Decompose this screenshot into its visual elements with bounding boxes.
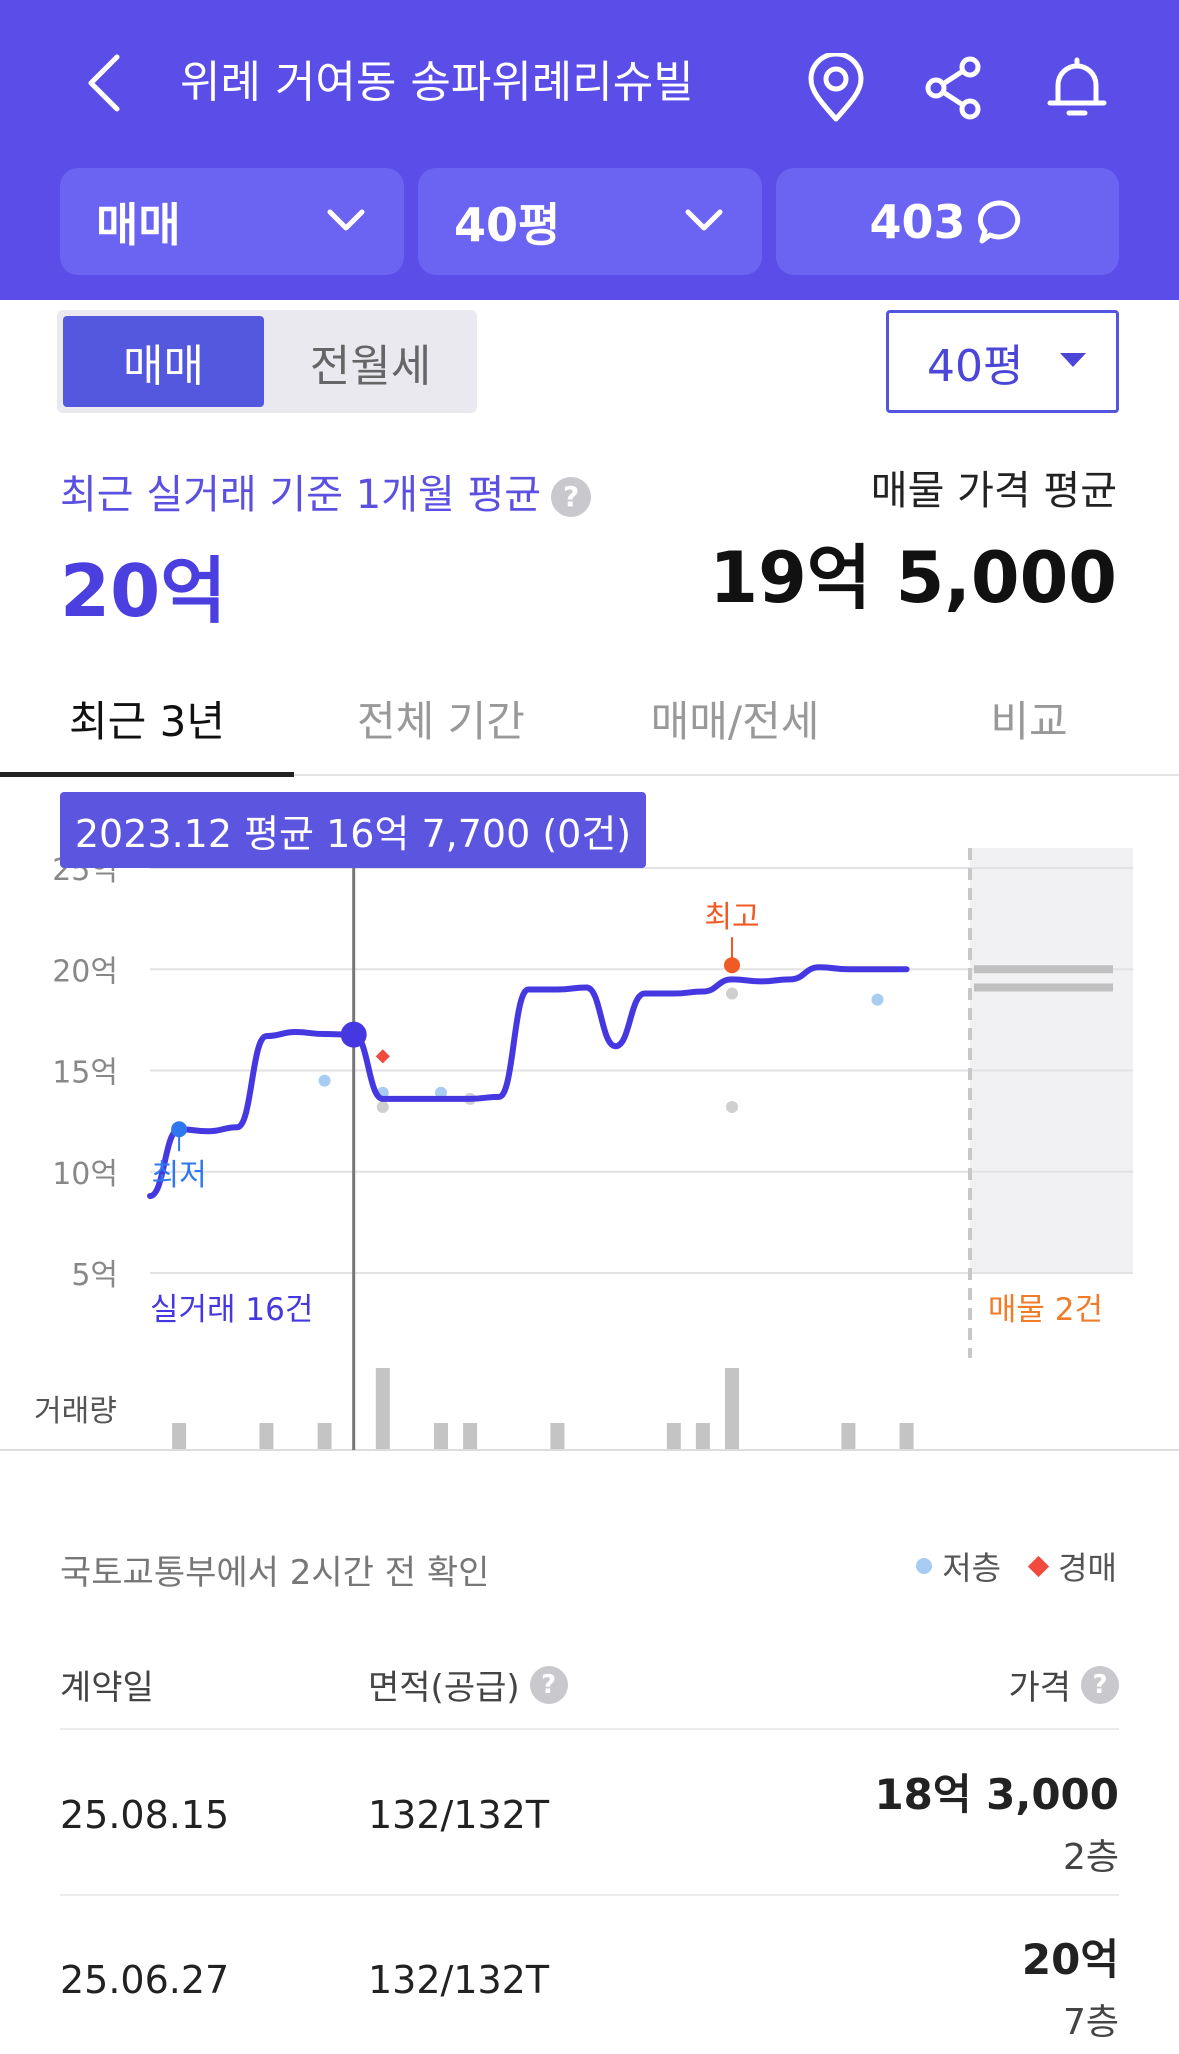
comment-count: 403	[869, 194, 966, 249]
low-floor-legend-marker	[916, 1558, 933, 1574]
volume-bar	[550, 1423, 565, 1450]
low-floor-point	[318, 1074, 331, 1087]
trade-type-dropdown[interactable]: 매매	[60, 168, 404, 275]
header-price: 가격?	[1008, 1660, 1119, 1709]
volume-label: 거래량	[34, 1394, 117, 1429]
volume-bar	[463, 1423, 478, 1450]
listing-count-label: 매물 2건	[988, 1292, 1103, 1328]
table-row[interactable]: 25.06.27 132/132T 20억 7층	[60, 1898, 1119, 2054]
trade-type-label: 매매	[96, 197, 181, 252]
highest-point	[724, 957, 740, 974]
header-area-label: 면적(공급)	[368, 1668, 520, 1708]
segment-sale[interactable]: 매매	[63, 316, 264, 407]
low-floor-point	[871, 993, 884, 1006]
table-row[interactable]: 25.08.15 132/132T 18억 3,000 2층	[60, 1733, 1119, 1896]
header-contract-date: 계약일	[60, 1668, 154, 1708]
volume-bar	[666, 1423, 681, 1450]
listing-average-label: 매물 가격 평균	[870, 468, 1117, 514]
help-icon[interactable]: ?	[551, 477, 592, 517]
period-tabs: 최근 3년 전체 기간 매매/전세 비교	[0, 660, 1179, 777]
recent-average-text: 최근 실거래 기준 1개월 평균	[60, 472, 542, 518]
back-button[interactable]	[70, 44, 140, 122]
highest-label: 최고	[704, 900, 759, 935]
volume-bar	[434, 1423, 448, 1450]
size-select-value: 40평	[927, 340, 1024, 392]
help-icon[interactable]: ?	[1081, 1665, 1119, 1704]
volume-bar	[695, 1423, 710, 1450]
cursor-point	[340, 1021, 367, 1048]
volume-bar	[375, 1368, 390, 1450]
header-area: 면적(공급)?	[368, 1660, 568, 1709]
volume-bar	[725, 1368, 739, 1450]
price-chart-svg: 25억20억15억10억5억거래량2024.012025.01최저최고실거래 1…	[0, 848, 1179, 1451]
size-select[interactable]: 40평	[886, 310, 1119, 413]
share-button[interactable]	[915, 48, 995, 128]
active-tab-indicator	[0, 772, 294, 777]
listing-region	[970, 848, 1133, 1273]
y-tick-label: 5억	[71, 1258, 118, 1293]
bell-icon	[1047, 57, 1107, 116]
chevron-down-icon	[327, 209, 365, 231]
listing-average-value: 19억 5,000	[709, 537, 1117, 619]
row-price: 20억	[1021, 1935, 1119, 1984]
notification-button[interactable]	[1037, 48, 1117, 128]
row-floor: 2층	[1062, 1837, 1119, 1878]
low-floor-point	[435, 1086, 447, 1099]
chart-tooltip: 2023.12 평균 16억 7,700 (0건)	[60, 792, 646, 868]
chat-bubble-icon	[977, 199, 1020, 243]
auction-legend-marker	[1028, 1555, 1050, 1577]
page-title: 위례 거여동 송파위례리슈빌	[180, 57, 694, 108]
price-trend-line	[147, 964, 910, 1200]
chart-legend: 저층 경매	[916, 1543, 1117, 1589]
app-header: 위례 거여동 송파위례리슈빌 매매	[0, 0, 1179, 300]
row-area: 132/132T	[368, 1958, 550, 2002]
size-label: 40평	[454, 197, 561, 252]
row-date: 25.06.27	[60, 1958, 230, 2002]
size-dropdown[interactable]: 40평	[418, 168, 762, 275]
price-chart[interactable]: 25억20억15억10억5억거래량2024.012025.01최저최고실거래 1…	[0, 778, 1179, 1468]
recent-average-value: 20억	[60, 549, 227, 633]
auction-legend-label: 경매	[1058, 1549, 1117, 1587]
row-price: 18억 3,000	[874, 1770, 1119, 1819]
low-floor-legend-label: 저층	[942, 1549, 1002, 1587]
row-date: 25.08.15	[60, 1793, 230, 1837]
trade-count-label: 실거래 16건	[150, 1292, 313, 1328]
transaction-point	[726, 987, 738, 1000]
y-tick-label: 15억	[52, 1056, 118, 1091]
volume-bar	[259, 1423, 274, 1450]
recent-average-label: 최근 실거래 기준 1개월 평균?	[60, 462, 592, 520]
volume-bar	[172, 1423, 187, 1450]
tab-compare[interactable]: 비교	[990, 696, 1068, 746]
comments-button[interactable]: 403	[776, 168, 1119, 275]
tab-sale-jeonse[interactable]: 매매/전세	[650, 696, 820, 746]
y-tick-label: 20억	[52, 954, 118, 989]
volume-bar	[317, 1423, 332, 1450]
chevron-left-icon	[88, 54, 120, 112]
auction-point	[375, 1049, 390, 1064]
location-pin-icon	[808, 53, 864, 122]
row-floor: 7층	[1062, 2002, 1119, 2043]
volume-bar	[841, 1423, 856, 1450]
row-area: 132/132T	[368, 1793, 550, 1837]
transaction-point	[376, 1100, 389, 1113]
caret-down-icon	[1060, 353, 1086, 367]
transactions-table-header: 계약일 면적(공급)? 가격?	[60, 1650, 1119, 1730]
share-icon	[925, 56, 981, 120]
data-source-note: 국토교통부에서 2시간 전 확인	[60, 1553, 490, 1593]
tab-recent-3y[interactable]: 최근 3년	[69, 696, 225, 746]
chevron-down-icon	[685, 209, 723, 231]
volume-bar	[899, 1423, 914, 1450]
lowest-point	[171, 1121, 188, 1138]
segment-rent[interactable]: 전월세	[309, 340, 432, 392]
header-price-label: 가격	[1008, 1668, 1071, 1708]
location-button[interactable]	[796, 48, 876, 128]
transaction-point	[726, 1100, 738, 1113]
lowest-label: 최저	[151, 1158, 206, 1193]
help-icon[interactable]: ?	[529, 1665, 568, 1704]
header-row: 위례 거여동 송파위례리슈빌	[0, 28, 1179, 138]
y-tick-label: 10억	[52, 1157, 118, 1192]
tab-all-period[interactable]: 전체 기간	[357, 696, 525, 746]
trade-segment-toggle: 매매 전월세	[57, 310, 477, 413]
